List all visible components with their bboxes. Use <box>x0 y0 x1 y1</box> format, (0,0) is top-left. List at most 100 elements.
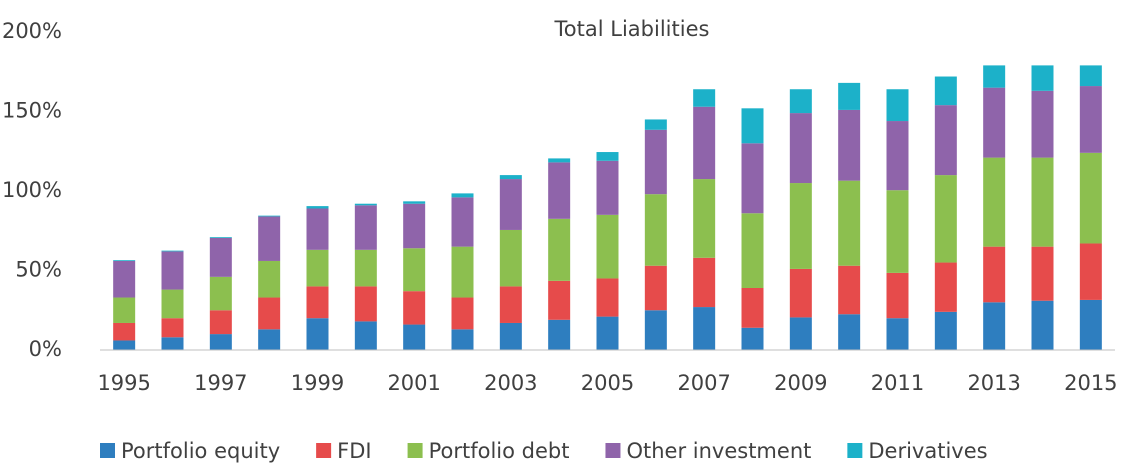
bar-segment <box>644 129 667 195</box>
bar-segment <box>789 268 812 318</box>
bar-segment <box>983 65 1006 88</box>
bar-segment <box>1031 246 1054 301</box>
bar-segment <box>161 318 184 338</box>
x-tick-label: 2003 <box>484 371 537 395</box>
legend-label: FDI <box>337 439 371 463</box>
bar-segment <box>306 208 329 250</box>
bar-segment <box>983 302 1006 350</box>
bar-segment <box>113 297 136 323</box>
bar-segment <box>258 216 281 261</box>
y-tick-label: 150% <box>2 99 62 123</box>
bar-segment <box>209 276 232 311</box>
legend-swatch <box>847 443 863 458</box>
bar-segment <box>451 193 474 198</box>
bar-segment <box>693 307 716 350</box>
bar-segment <box>451 329 474 350</box>
bar-segment <box>354 286 377 322</box>
bar-segment <box>161 251 184 290</box>
bar-segment <box>1031 157 1054 247</box>
bar-segment <box>741 213 764 288</box>
bar-segment <box>354 203 377 206</box>
bar-segment <box>596 278 619 317</box>
x-tick-label: 2005 <box>581 371 634 395</box>
bar-segment <box>789 317 812 350</box>
bar-segment <box>934 175 957 263</box>
bar-segment <box>789 113 812 184</box>
bar-segment <box>306 318 329 350</box>
legend-label: Portfolio equity <box>121 439 280 463</box>
bar-segment <box>1079 152 1102 244</box>
bar-segment <box>113 322 136 341</box>
bar-segment <box>886 190 909 273</box>
legend-swatch <box>407 443 423 458</box>
bar-segment <box>983 246 1006 303</box>
bar-segment <box>934 311 957 350</box>
bar-segment <box>1031 65 1054 91</box>
bar-segment <box>983 87 1006 158</box>
x-tick-label: 2011 <box>871 371 924 395</box>
x-tick-label: 1995 <box>97 371 150 395</box>
bar-segment <box>306 206 329 209</box>
bar-segment <box>161 289 184 319</box>
bar-segment <box>886 121 909 191</box>
bar-segment <box>741 108 764 144</box>
bar-segment <box>113 340 136 350</box>
bar-segment <box>161 337 184 350</box>
bar-segment <box>838 265 861 315</box>
bar-segment <box>258 297 281 330</box>
bar-segment <box>838 82 861 110</box>
bar-segment <box>403 291 426 325</box>
legend-label: Other investment <box>626 439 811 463</box>
bar-segment <box>644 119 667 130</box>
bar-segment <box>209 310 232 335</box>
bar-segment <box>596 152 619 161</box>
bar-segment <box>1031 300 1054 350</box>
bar-segment <box>258 260 281 298</box>
bar-segment <box>1079 243 1102 300</box>
bar-segment <box>693 106 716 180</box>
bar-segment <box>499 179 522 230</box>
bar-segment <box>1079 86 1102 153</box>
bar-segment <box>403 324 426 350</box>
bar-segment <box>983 157 1006 247</box>
y-tick-label: 50% <box>15 258 62 282</box>
bar-segment <box>209 334 232 350</box>
bar-segment <box>886 318 909 350</box>
bar-segment <box>741 143 764 214</box>
bar-segment <box>886 272 909 319</box>
bar-segment <box>451 297 474 330</box>
bar-segment <box>258 215 281 217</box>
legend-label: Derivatives <box>868 439 987 463</box>
bar-segment <box>596 160 619 215</box>
bar-segment <box>499 175 522 180</box>
legend-swatch <box>316 443 332 458</box>
x-tick-label: 2001 <box>387 371 440 395</box>
bar-segment <box>306 249 329 287</box>
bar-segment <box>354 205 377 250</box>
bar-segment <box>838 314 861 350</box>
bar-segment <box>934 262 957 312</box>
bar-segment <box>451 246 474 298</box>
bar-segment <box>451 197 474 247</box>
bar-segment <box>403 203 426 249</box>
bar-segment <box>548 280 571 320</box>
x-tick-label: 2013 <box>967 371 1020 395</box>
y-tick-label: 100% <box>2 178 62 202</box>
bar-segment <box>741 287 764 328</box>
bar-segment <box>1031 90 1054 158</box>
bar-segment <box>1079 299 1102 350</box>
bar-segment <box>838 180 861 266</box>
bar-segment <box>548 218 571 281</box>
bar-segment <box>209 237 232 238</box>
x-tick-label: 2015 <box>1064 371 1117 395</box>
bar-segment <box>789 183 812 269</box>
bar-segment <box>693 89 716 107</box>
bar-segment <box>596 316 619 350</box>
bar-segment <box>596 214 619 279</box>
bar-segment <box>838 109 861 181</box>
bar-segment <box>354 249 377 287</box>
x-tick-label: 2007 <box>677 371 730 395</box>
bar-segment <box>934 76 957 106</box>
bar-segment <box>548 162 571 219</box>
